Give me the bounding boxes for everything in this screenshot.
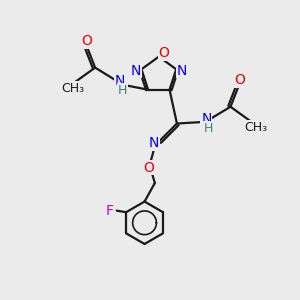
Text: H: H xyxy=(118,84,127,97)
Text: N: N xyxy=(176,64,187,78)
Text: N: N xyxy=(201,112,212,126)
Text: N: N xyxy=(115,74,125,88)
Text: N: N xyxy=(149,136,159,150)
Text: H: H xyxy=(204,122,213,135)
Text: F: F xyxy=(106,204,114,218)
Text: CH₃: CH₃ xyxy=(61,82,84,95)
Text: O: O xyxy=(143,161,155,175)
Text: O: O xyxy=(81,34,92,48)
Text: N: N xyxy=(131,64,141,78)
Text: CH₃: CH₃ xyxy=(244,121,268,134)
Text: O: O xyxy=(234,73,245,87)
Text: O: O xyxy=(159,46,170,60)
